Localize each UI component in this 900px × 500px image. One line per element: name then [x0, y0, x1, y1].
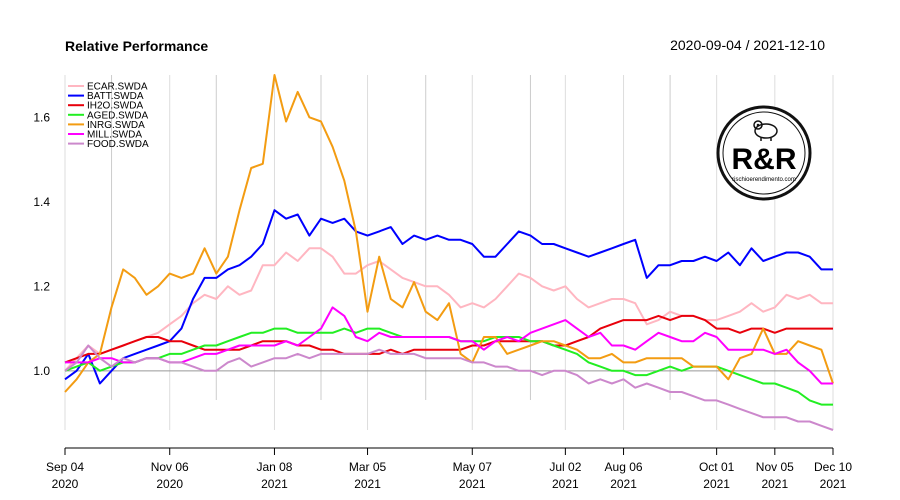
legend-label-6: FOOD.SWDA	[87, 139, 149, 150]
x-tick-year-8: 2021	[761, 477, 788, 491]
x-tick-label-1: Nov 06	[151, 460, 189, 474]
x-tick-label-6: Aug 06	[605, 460, 643, 474]
grid	[64, 75, 834, 430]
x-tick-label-9: Dec 10	[814, 460, 852, 474]
x-tick-year-7: 2021	[703, 477, 730, 491]
x-tick-label-8: Nov 05	[756, 460, 794, 474]
y-tick-label-3: 1.6	[33, 110, 50, 124]
series-line-batt-swda	[64, 209, 833, 385]
logo-text: R&R	[732, 143, 797, 176]
x-tick-year-1: 2020	[156, 477, 183, 491]
x-tick-year-0: 2020	[52, 477, 79, 491]
legend-label-4: INRG.SWDA	[87, 120, 145, 131]
logo-ring-inner	[722, 111, 806, 195]
x-tick-label-3: Mar 05	[349, 460, 387, 474]
y-tick-label-0: 1.0	[33, 364, 50, 378]
x-tick-year-5: 2021	[552, 477, 579, 491]
x-tick-year-9: 2021	[820, 477, 847, 491]
date-range: 2020-09-04 / 2021-12-10	[670, 37, 825, 53]
chart-title: Relative Performance	[65, 38, 208, 54]
series-line-food-swda	[64, 344, 834, 431]
x-tick-year-6: 2021	[610, 477, 637, 491]
x-tick-year-4: 2021	[459, 477, 486, 491]
x-tick-label-2: Jan 08	[256, 460, 292, 474]
x-tick-label-4: May 07	[453, 460, 493, 474]
legend-label-1: BATT.SWDA	[87, 91, 144, 102]
rr-logo: R&R rischioerendimento.com	[716, 105, 812, 201]
legend-label-0: ECAR.SWDA	[87, 82, 148, 93]
x-axis: Sep 04 2020 Nov 06 2020 Jan 08 2021 Mar 05 2021…	[46, 447, 852, 491]
y-tick-label-1: 1.2	[33, 279, 50, 293]
legend-label-2: IH2O.SWDA	[87, 101, 143, 112]
series-line-mill-swda	[65, 306, 833, 385]
gear-piggy-bank-icon	[753, 120, 778, 141]
x-tick-label-5: Jul 02	[549, 460, 581, 474]
x-tick-year-3: 2021	[354, 477, 381, 491]
legend-label-3: AGED.SWDA	[87, 110, 148, 121]
x-tick-label-7: Oct 01	[699, 460, 735, 474]
legend: ECAR.SWDABATT.SWDAIH2O.SWDAAGED.SWDAINRG…	[68, 82, 149, 150]
y-axis-ticks: 1.0 1.2 1.4 1.6	[33, 110, 50, 378]
x-tick-year-2: 2021	[261, 477, 288, 491]
y-tick-label-2: 1.4	[33, 195, 50, 209]
x-tick-label-0: Sep 04	[46, 460, 84, 474]
series-lines	[64, 74, 834, 431]
logo-ring	[716, 105, 812, 201]
series-line-inrg-swda	[64, 74, 834, 393]
logo-url: rischioerendimento.com	[732, 177, 796, 183]
legend-label-5: MILL.SWDA	[87, 130, 142, 141]
series-line-ih2o-swda	[64, 314, 833, 364]
series-line-ecar-swda	[64, 247, 833, 372]
